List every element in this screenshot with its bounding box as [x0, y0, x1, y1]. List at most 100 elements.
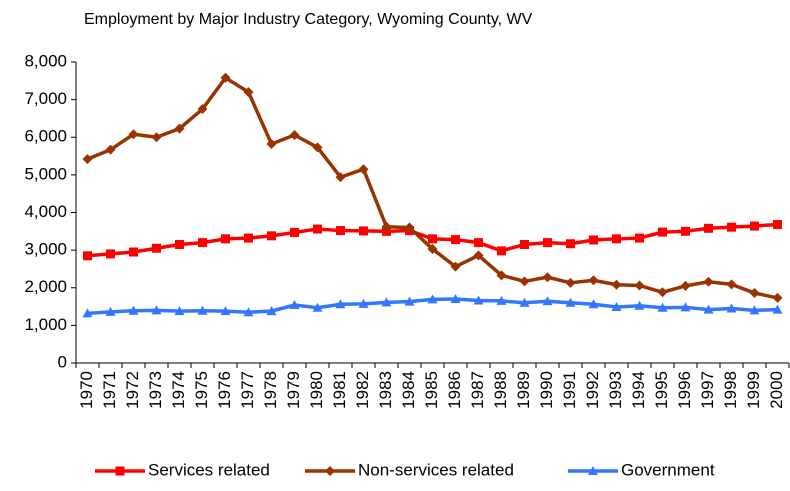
marker	[335, 299, 346, 309]
x-tick-label: 1991	[560, 371, 579, 409]
marker	[174, 306, 185, 316]
marker	[428, 234, 437, 244]
marker	[658, 227, 667, 237]
marker	[634, 280, 645, 291]
x-tick-label: 1980	[307, 371, 326, 409]
y-tick-label: 7,000	[24, 89, 67, 108]
y-tick-label: 6,000	[24, 127, 67, 146]
x-tick-label: 1976	[215, 371, 234, 409]
x-tick-label: 2000	[767, 371, 786, 409]
marker	[680, 302, 691, 312]
x-tick-label: 1983	[376, 371, 395, 409]
x-tick-label: 1994	[629, 371, 648, 409]
marker	[266, 306, 277, 316]
marker	[497, 246, 506, 256]
marker	[451, 235, 460, 245]
legend-label: Non-services related	[358, 460, 514, 479]
series-line	[86, 75, 778, 300]
marker	[289, 129, 300, 140]
x-tick-label: 1985	[422, 371, 441, 409]
marker	[772, 292, 783, 303]
marker	[703, 304, 714, 314]
marker	[404, 296, 415, 306]
x-tick-label: 1971	[100, 371, 119, 409]
marker	[128, 129, 139, 140]
x-tick-label: 1989	[514, 371, 533, 409]
marker	[589, 235, 598, 245]
marker	[772, 304, 783, 314]
marker	[543, 238, 552, 248]
x-tick-label: 1982	[353, 371, 372, 409]
marker	[680, 280, 691, 291]
marker	[773, 220, 782, 230]
marker	[290, 227, 299, 237]
marker	[336, 226, 345, 236]
marker	[611, 301, 622, 311]
y-tick-label: 1,000	[24, 315, 67, 334]
marker	[750, 221, 759, 231]
marker	[542, 296, 553, 306]
x-tick-label: 1979	[284, 371, 303, 409]
marker	[565, 297, 576, 307]
marker	[335, 172, 346, 183]
marker	[289, 300, 300, 310]
marker	[359, 226, 368, 236]
x-tick-label: 1987	[468, 371, 487, 409]
marker	[197, 104, 208, 115]
marker	[657, 287, 668, 298]
marker	[588, 299, 599, 309]
marker	[220, 72, 231, 83]
marker	[312, 142, 323, 153]
marker	[358, 298, 369, 308]
marker	[519, 276, 530, 287]
x-tick-label: 1975	[192, 371, 211, 409]
marker	[82, 308, 93, 318]
marker	[220, 306, 231, 316]
marker	[381, 297, 392, 307]
marker	[221, 234, 230, 244]
x-tick-label: 1997	[698, 371, 717, 409]
marker	[496, 295, 507, 305]
x-tick-label: 1988	[491, 371, 510, 409]
x-tick-label: 1973	[146, 371, 165, 409]
y-tick-label: 8,000	[24, 51, 67, 70]
marker	[727, 222, 736, 232]
marker	[175, 239, 184, 249]
marker	[588, 466, 598, 475]
marker	[152, 243, 161, 253]
marker	[496, 270, 507, 281]
marker	[266, 139, 277, 150]
y-tick-label: 0	[58, 352, 67, 371]
marker	[612, 234, 621, 244]
marker	[115, 466, 125, 476]
marker	[635, 233, 644, 243]
marker	[703, 276, 714, 287]
marker	[726, 279, 737, 290]
marker	[427, 243, 438, 254]
marker	[566, 239, 575, 249]
marker	[588, 275, 599, 286]
marker	[151, 305, 162, 315]
marker	[657, 302, 668, 312]
x-tick-label: 1993	[606, 371, 625, 409]
y-tick-label: 5,000	[24, 164, 67, 183]
marker	[381, 221, 392, 232]
marker	[450, 261, 461, 272]
marker	[106, 249, 115, 259]
y-tick-label: 2,000	[24, 277, 67, 296]
marker	[542, 272, 553, 283]
x-tick-label: 1992	[583, 371, 602, 409]
x-tick-label: 1984	[399, 371, 418, 409]
y-tick-label: 4,000	[24, 202, 67, 221]
marker	[474, 238, 483, 248]
marker	[749, 288, 760, 299]
marker	[312, 302, 323, 312]
marker	[681, 226, 690, 236]
marker	[749, 305, 760, 315]
x-tick-label: 1977	[238, 371, 257, 409]
marker	[128, 305, 139, 315]
marker	[634, 300, 645, 310]
marker	[726, 303, 737, 313]
x-tick-label: 1981	[330, 371, 349, 409]
